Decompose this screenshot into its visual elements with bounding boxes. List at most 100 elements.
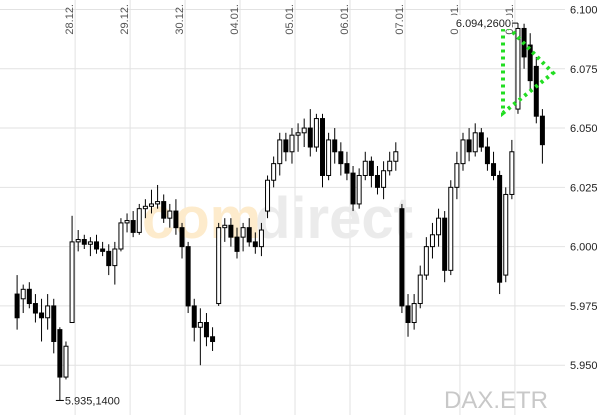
candle-body <box>497 174 503 283</box>
x-tick-label: 30.12. <box>174 4 186 35</box>
candle-body <box>515 27 521 110</box>
candle-body <box>387 160 393 172</box>
candle-body <box>191 305 197 328</box>
candle-body <box>69 241 75 324</box>
candle-body <box>277 139 283 165</box>
candle-body <box>57 329 63 378</box>
candle-body <box>106 250 112 267</box>
candle-body <box>484 146 490 165</box>
candle-body <box>472 132 478 153</box>
candle-body <box>399 208 405 307</box>
candle-body <box>87 241 93 245</box>
annotation-label: 5.935,1400 <box>65 395 120 407</box>
candle-body <box>39 312 45 319</box>
candle-body <box>478 132 484 148</box>
candle-body <box>203 322 209 338</box>
candle-body <box>417 274 423 305</box>
candle-body <box>265 179 271 212</box>
candle-body <box>301 127 307 134</box>
candle-body <box>63 345 69 378</box>
candle-body <box>320 118 326 176</box>
candle-body <box>45 305 51 319</box>
y-tick-label: 5.950 <box>570 360 598 372</box>
candle-body <box>271 163 277 181</box>
candle-body <box>155 201 161 205</box>
candle-body <box>460 139 466 165</box>
candle-body <box>210 336 216 342</box>
candle-body <box>173 210 179 229</box>
candle-body <box>448 186 454 271</box>
candle-body <box>344 163 350 174</box>
candle-body <box>142 205 148 210</box>
y-tick-label: 6.000 <box>570 242 598 254</box>
candle-body <box>240 227 246 238</box>
symbol-label: DAX.ETR <box>444 387 548 414</box>
candle-body <box>216 227 222 305</box>
triangle-drawing <box>501 17 556 118</box>
x-tick-label: 28.12. <box>64 4 76 35</box>
candle-body <box>130 220 136 233</box>
candle-body <box>503 193 509 276</box>
candle-body <box>368 160 374 176</box>
candle-body <box>454 163 460 188</box>
candle-body <box>51 305 57 342</box>
candle-body <box>509 151 515 195</box>
y-tick-label: 6.050 <box>570 123 598 135</box>
candle-body <box>442 217 448 271</box>
candle-body <box>533 65 539 117</box>
candle-body <box>381 170 387 188</box>
candle-body <box>112 248 118 267</box>
watermark-text: direct <box>255 186 413 251</box>
candle-body <box>338 151 344 165</box>
x-tick-label: 07.01. <box>394 4 406 35</box>
candle-body <box>436 217 442 236</box>
candle-body <box>94 241 100 250</box>
x-tick-label: 06.01. <box>339 4 351 35</box>
candle-body <box>326 139 332 176</box>
candle-body <box>411 303 417 324</box>
annotation-bg <box>447 15 512 30</box>
candle-body <box>423 246 429 276</box>
y-tick-label: 6.100 <box>570 4 598 16</box>
watermark: com direct <box>142 186 413 251</box>
candle-body <box>185 246 191 307</box>
candle-body <box>20 288 26 300</box>
candle-body <box>197 322 203 328</box>
candle-body <box>429 234 435 248</box>
candle-body <box>246 227 252 243</box>
candle-body <box>374 174 380 188</box>
candle-body <box>491 163 497 176</box>
annotation-label: 6.094,2600 <box>456 18 511 30</box>
candle-body <box>332 139 338 153</box>
candle-body <box>289 134 295 153</box>
candle-body <box>527 44 533 82</box>
candle-body <box>26 288 32 305</box>
candle-body <box>75 239 81 243</box>
candle-body <box>252 241 258 248</box>
candle-body <box>466 139 472 153</box>
candle-body <box>393 151 399 162</box>
candle-body <box>356 174 362 205</box>
candle-body <box>148 203 154 207</box>
candle-body <box>283 139 289 153</box>
y-tick-label: 6.075 <box>570 64 598 76</box>
x-tick-label: 05.01. <box>284 4 296 35</box>
candle-body <box>124 220 130 224</box>
candle-body <box>405 305 411 324</box>
candle-body <box>32 303 38 314</box>
candle-body <box>295 132 301 136</box>
annotations: 6.094,2600 5.935,1400 <box>55 15 518 407</box>
candle-body <box>234 236 240 252</box>
grid: 5.950 5.975 6.000 6.025 6.050 6.075 6.100 28.12… <box>0 0 598 415</box>
candle-body <box>350 172 356 205</box>
candle-body <box>100 248 106 252</box>
candle-body <box>539 115 545 146</box>
candle-body <box>313 118 319 148</box>
candle-body <box>362 160 368 176</box>
y-tick-label: 5.975 <box>570 301 598 313</box>
candle-body <box>14 293 20 319</box>
candle-body <box>179 227 185 248</box>
candle-body <box>258 229 264 248</box>
y-tick-label: 6.025 <box>570 182 598 194</box>
